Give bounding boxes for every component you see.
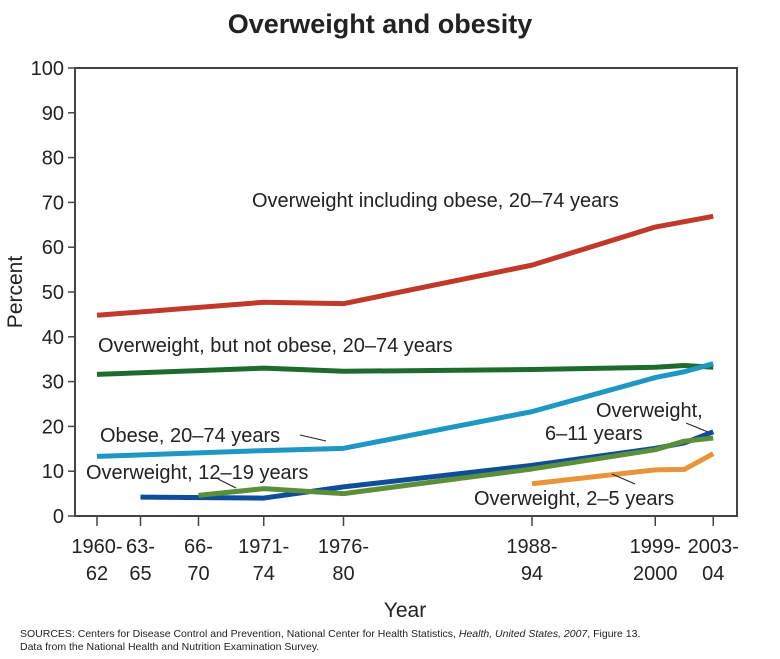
leader-6-11 bbox=[685, 422, 709, 433]
series-line-1 bbox=[96, 362, 714, 377]
series-line-0 bbox=[96, 213, 714, 318]
source-text: SOURCES: Centers for Disease Control and… bbox=[20, 628, 459, 640]
x-tick-label: 63- bbox=[126, 536, 155, 558]
y-tick-label: 100 bbox=[31, 58, 64, 80]
x-tick-label: 74 bbox=[253, 563, 275, 585]
x-tick-label: 1988- bbox=[506, 536, 557, 558]
label-obese: Obese, 20–74 years bbox=[100, 425, 280, 447]
label-overweight-incl-obese: Overweight including obese, 20–74 years bbox=[252, 190, 619, 212]
leader-12-19 bbox=[217, 478, 237, 489]
source-suffix: , Figure 13. bbox=[587, 628, 641, 640]
y-tick-label: 0 bbox=[53, 506, 64, 528]
x-tick-label: 62 bbox=[86, 563, 108, 585]
x-tick-label: 66- bbox=[184, 536, 213, 558]
source-title: Health, United States, 2007 bbox=[458, 628, 588, 640]
y-tick-label: 60 bbox=[42, 237, 64, 259]
x-tick-label: 1960- bbox=[71, 536, 122, 558]
y-tick-label: 70 bbox=[42, 192, 64, 214]
chart-title: Overweight and obesity bbox=[228, 9, 533, 39]
series-line-2 bbox=[96, 361, 714, 459]
source-note: SOURCES: Centers for Disease Control and… bbox=[20, 628, 640, 654]
x-tick-label: 2000 bbox=[633, 563, 678, 585]
y-tick-label: 10 bbox=[42, 461, 64, 483]
x-tick-label: 80 bbox=[332, 563, 354, 585]
y-tick-label: 40 bbox=[42, 327, 64, 349]
y-axis-label: Percent bbox=[4, 256, 27, 329]
x-tick-label: 1971- bbox=[238, 536, 289, 558]
y-tick-label: 90 bbox=[42, 103, 64, 125]
leader-2-5 bbox=[611, 473, 636, 485]
chart: Overweight and obesity Percent Year 0 10 2… bbox=[4, 9, 739, 622]
source-line2: Data from the National Health and Nutrit… bbox=[20, 641, 320, 653]
x-tick-label: 1999- bbox=[630, 536, 681, 558]
x-tick-label: 65 bbox=[129, 563, 151, 585]
series-line-4 bbox=[198, 435, 714, 498]
x-tick-label: 2003- bbox=[688, 536, 739, 558]
label-6-11-line1: Overweight, bbox=[596, 400, 703, 422]
y-tick-label: 50 bbox=[42, 282, 64, 304]
y-tick-label: 30 bbox=[42, 372, 64, 394]
series-line-5 bbox=[531, 451, 715, 487]
x-tick-label: 94 bbox=[521, 563, 543, 585]
x-tick-label: 70 bbox=[187, 563, 209, 585]
x-axis-label: Year bbox=[384, 599, 426, 622]
x-tick-label: 1976- bbox=[318, 536, 369, 558]
label-12-19: Overweight, 12–19 years bbox=[86, 462, 308, 484]
leader-obese bbox=[299, 434, 327, 442]
x-tick-label: 04 bbox=[702, 563, 724, 585]
label-6-11-line2: 6–11 years bbox=[545, 423, 642, 445]
label-overweight-not-obese: Overweight, but not obese, 20–74 years bbox=[98, 335, 453, 357]
label-2-5: Overweight, 2–5 years bbox=[474, 488, 674, 510]
y-tick-label: 80 bbox=[42, 148, 64, 170]
y-tick-label: 20 bbox=[42, 416, 64, 438]
